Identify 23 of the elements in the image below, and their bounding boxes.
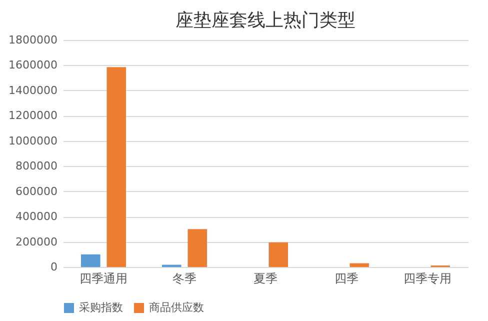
bar bbox=[106, 67, 126, 267]
y-tick-label: 400000 bbox=[16, 210, 58, 224]
y-tick-label: 800000 bbox=[16, 160, 58, 173]
chart-title: 座垫座套线上热门类型 bbox=[176, 10, 356, 31]
y-tick-label: 1600000 bbox=[8, 58, 58, 72]
y-tick-label: 1800000 bbox=[8, 34, 58, 46]
x-tick-label: 四季通用 bbox=[80, 272, 128, 286]
bar bbox=[268, 242, 288, 267]
y-tick-label: 1400000 bbox=[8, 84, 58, 97]
y-tick-label: 1200000 bbox=[8, 109, 58, 122]
bar bbox=[350, 263, 369, 267]
bar bbox=[81, 254, 100, 267]
x-tick-label: 夏季 bbox=[254, 272, 278, 286]
bar bbox=[188, 229, 207, 267]
y-tick-label: 1000000 bbox=[8, 134, 58, 148]
x-tick-label: 冬季 bbox=[172, 272, 196, 286]
y-tick-label: 200000 bbox=[16, 235, 58, 248]
x-tick-label: 四季专用 bbox=[404, 272, 452, 286]
legend-label: 商品供应数 bbox=[149, 301, 204, 314]
x-tick-label: 四季 bbox=[334, 272, 358, 286]
y-tick-label: 0 bbox=[50, 260, 58, 274]
y-tick-label: 600000 bbox=[16, 184, 58, 198]
legend-label: 采购指数 bbox=[79, 301, 123, 314]
